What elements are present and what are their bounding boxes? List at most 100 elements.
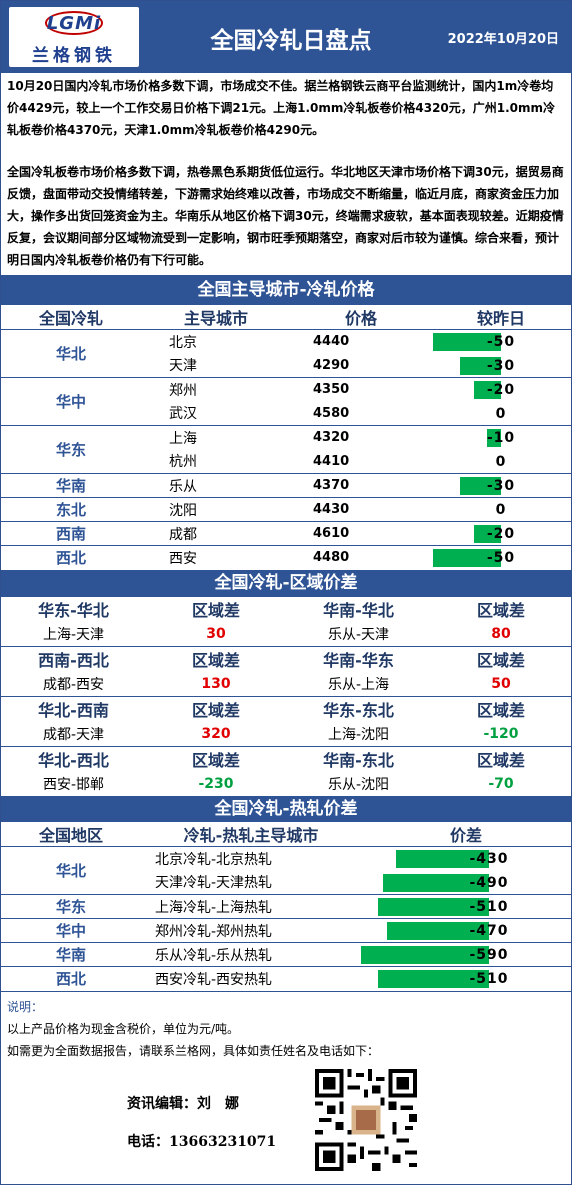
pair-cell: 郑州冷轧-郑州热轧 xyxy=(155,923,273,940)
summary-paragraph-1: 10月20日国内冷轧市场价格多数下调，市场成交不佳。据兰格钢铁云商平台监测统计，… xyxy=(7,79,556,137)
price-cell: 4480 xyxy=(313,550,350,566)
col-header-change: 较昨日 xyxy=(476,309,525,328)
region-cell: 华北 xyxy=(55,862,86,880)
spread-value: -510 xyxy=(469,899,509,915)
table-row: 华中 郑州冷轧-郑州热轧 -470 xyxy=(1,918,571,943)
logo-ring-icon xyxy=(45,11,103,35)
diff-header-row: 华北-西南 区域差 华东-东北 区域差 xyxy=(1,696,571,722)
region-cell: 东北 xyxy=(55,501,86,519)
spread-bar xyxy=(361,946,489,964)
spread-bar xyxy=(395,850,489,868)
change-cell: -10 xyxy=(431,426,571,450)
section-title-city-prices: 全国主导城市-冷轧价格 xyxy=(1,275,571,305)
logo-cn-text: 兰格钢铁 xyxy=(32,46,116,66)
table-row: 武汉 4580 0 xyxy=(1,402,571,426)
change-cell: -30 xyxy=(431,474,571,498)
pair-cell: 西安冷轧-西安热轧 xyxy=(155,971,273,988)
table-row: 华北 北京冷轧-北京热轧 -430 xyxy=(1,846,571,880)
region-cell: 华北 xyxy=(55,345,86,363)
spread-value: -490 xyxy=(469,874,509,891)
qr-code-icon[interactable] xyxy=(315,1069,417,1171)
table-row: 东北 沈阳 4430 0 xyxy=(1,497,571,522)
diff-label-head: 区域差 xyxy=(476,751,525,771)
diff-region-head: 华东-华北 xyxy=(38,601,109,621)
diff-value-cell: -230 xyxy=(198,776,234,792)
lange-logo: LGMi 兰格钢铁 xyxy=(9,7,139,67)
diff-region-head: 华南-东北 xyxy=(323,751,394,771)
diff-value-row: 成都-天津 320 上海-沈阳 -120 xyxy=(1,722,571,746)
price-cell: 4350 xyxy=(313,382,350,398)
city-cell: 西安 xyxy=(169,550,197,567)
notes: 说明： 以上产品价格为现金含税价，单位为元/吨。 如需更为全面数据报告，请联系兰… xyxy=(1,990,571,1066)
change-bar xyxy=(487,429,501,447)
notes-line-2: 如需更为全面数据报告，请联系兰格网，具体如责任姓名及电话如下： xyxy=(7,1043,380,1058)
pair-cell: 上海冷轧-上海热轧 xyxy=(155,899,273,916)
table-row: 天津冷轧-天津热轧 -490 xyxy=(1,871,571,895)
change-value: 0 xyxy=(495,453,507,470)
spread-value: -470 xyxy=(469,923,509,939)
table-row: 西北 西安 4480 -50 xyxy=(1,545,571,570)
top-header: LGMi 兰格钢铁 全国冷轧日盘点 2022年10月20日 xyxy=(1,1,571,73)
spread-cell: -490 xyxy=(361,871,571,895)
col-header-pair: 冷轧-热轧主导城市 xyxy=(183,826,319,845)
change-value: -30 xyxy=(486,478,516,494)
diff-label-head: 区域差 xyxy=(191,651,240,671)
diff-pair-cell: 成都-西安 xyxy=(42,676,105,693)
table-row: 华东 上海冷轧-上海热轧 -510 xyxy=(1,894,571,919)
region-cell: 华南 xyxy=(55,477,86,495)
change-bar xyxy=(473,381,501,399)
spread-bar xyxy=(378,970,489,988)
market-summary: 10月20日国内冷轧市场价格多数下调，市场成交不佳。据兰格钢铁云商平台监测统计，… xyxy=(1,73,571,271)
diff-header-row: 西南-西北 区域差 华南-华东 区域差 xyxy=(1,646,571,672)
pair-cell: 北京冷轧-北京热轧 xyxy=(155,851,273,868)
spread-value: -510 xyxy=(469,971,509,987)
region-cell: 西北 xyxy=(55,549,86,568)
diff-label-head: 区域差 xyxy=(191,751,240,771)
report-date: 2022年10月20日 xyxy=(447,32,559,47)
col-header-area: 全国地区 xyxy=(38,826,103,845)
city-cell: 乐从 xyxy=(169,478,197,495)
pair-cell: 乐从冷轧-乐从热轧 xyxy=(155,947,273,964)
diff-value-cell: 130 xyxy=(201,675,231,692)
spread-value: -430 xyxy=(469,851,509,867)
diff-region-head: 华北-西北 xyxy=(38,751,109,771)
change-cell: -20 xyxy=(431,378,571,402)
spread-cell: -590 xyxy=(361,943,571,967)
diff-value-cell: 80 xyxy=(491,625,511,642)
diff-header-row: 华北-西北 区域差 华南-东北 区域差 xyxy=(1,746,571,772)
diff-region-head: 华南-华东 xyxy=(323,651,394,671)
spread-cell: -430 xyxy=(361,847,571,871)
region-cell: 华东 xyxy=(55,898,86,916)
logo-text: LGMi xyxy=(46,13,102,34)
contact-info: 资讯编辑：刘 娜 电话：13663231071 xyxy=(127,1085,276,1161)
price-cell: 4410 xyxy=(313,453,350,469)
price-cell: 4320 xyxy=(313,430,350,446)
diff-pair-cell: 乐从-上海 xyxy=(327,676,390,693)
diff-pair-cell: 上海-沈阳 xyxy=(327,726,390,743)
change-cell: -50 xyxy=(431,330,571,354)
change-cell: 0 xyxy=(431,450,571,474)
diff-value-row: 上海-天津 30 乐从-天津 80 xyxy=(1,622,571,646)
diff-value-cell: 50 xyxy=(491,675,511,692)
city-price-table: 全国冷轧 主导城市 价格 较昨日 华北 北京 4440 -50 天津 4290 -30 华中 郑… xyxy=(1,305,571,570)
change-cell: 0 xyxy=(431,498,571,522)
spread-cell: -510 xyxy=(361,895,571,919)
city-cell: 北京 xyxy=(169,334,197,351)
section-title-region-diff: 全国冷轧-区域价差 xyxy=(1,569,571,596)
change-bar xyxy=(460,477,501,495)
table-row: 杭州 4410 0 xyxy=(1,450,571,474)
table-row: 天津 4290 -30 xyxy=(1,354,571,378)
col-header-city: 主导城市 xyxy=(183,309,248,328)
city-cell: 沈阳 xyxy=(169,502,197,519)
change-value: -30 xyxy=(486,357,516,374)
diff-header-row: 华东-华北 区域差 华南-华北 区域差 xyxy=(1,596,571,622)
change-value: -20 xyxy=(486,526,516,542)
section-title-cold-hot-diff: 全国冷轧-热轧价差 xyxy=(1,796,571,822)
notes-line-1: 以上产品价格为现金含税价，单位为元/吨。 xyxy=(7,1021,240,1036)
change-value: -50 xyxy=(486,334,516,350)
region-cell: 华南 xyxy=(55,946,86,964)
diff-value-row: 西安-邯郸 -230 乐从-沈阳 -70 xyxy=(1,772,571,796)
diff-region-head: 华东-东北 xyxy=(323,701,394,721)
diff-region-head: 华北-西南 xyxy=(38,701,109,721)
editor-line: 资讯编辑：刘 娜 xyxy=(127,1096,239,1112)
